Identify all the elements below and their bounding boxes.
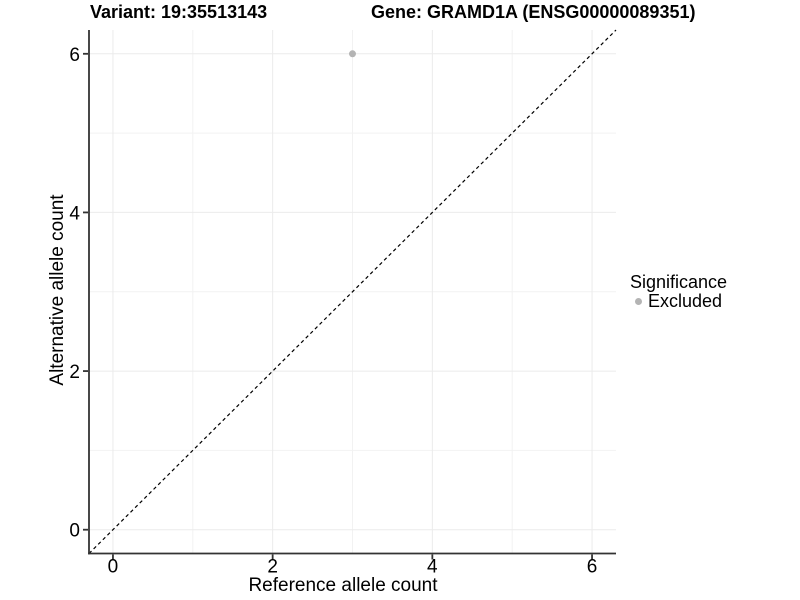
legend-item-label: Excluded	[648, 290, 723, 311]
y-tick-label: 0	[69, 521, 80, 542]
data-point	[349, 50, 356, 58]
x-tick-label: 0	[108, 557, 119, 578]
gene-title: Gene: GRAMD1A (ENSG00000089351)	[371, 2, 696, 22]
y-tick-label: 6	[69, 45, 80, 66]
y-tick-label: 4	[69, 203, 80, 224]
y-axis-title: Alternative allele count	[47, 194, 68, 386]
x-axis-title: Reference allele count	[248, 575, 438, 596]
variant-title: Variant: 19:35513143	[90, 2, 268, 22]
x-tick-label: 2	[267, 557, 278, 578]
legend-title: Significance	[630, 272, 728, 292]
legend-item-excluded: Excluded	[630, 290, 727, 311]
identity-line	[88, 29, 617, 554]
x-tick-label: 6	[587, 557, 598, 578]
y-tick-label: 2	[69, 362, 80, 383]
legend: Significance Excluded	[630, 273, 727, 311]
x-tick-label: 4	[427, 557, 438, 578]
excluded-point-icon	[635, 297, 642, 305]
